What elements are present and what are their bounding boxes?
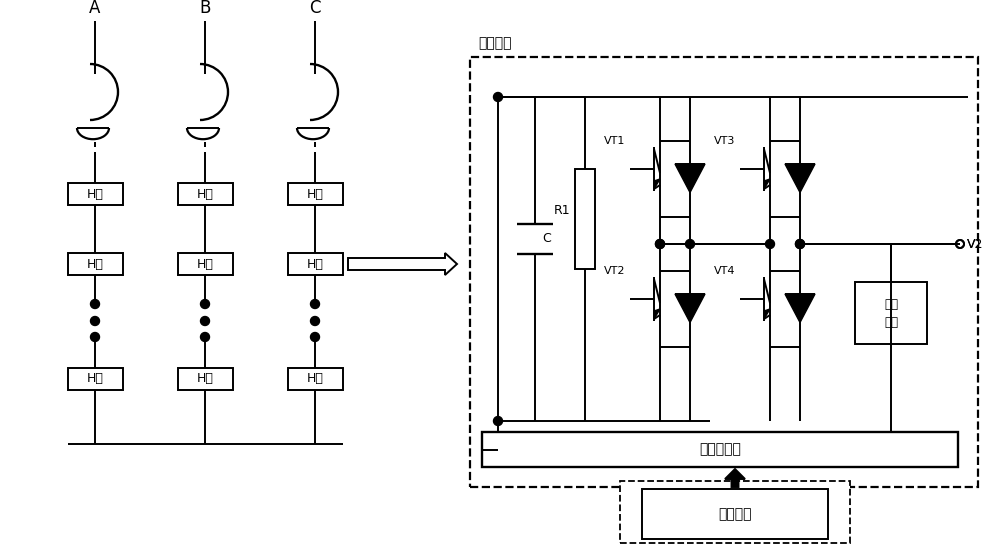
Circle shape [310,300,320,309]
FancyArrow shape [348,253,457,275]
Circle shape [200,317,209,326]
Bar [482,432,958,467]
Polygon shape [785,164,815,193]
Polygon shape [675,164,705,193]
Polygon shape [675,294,705,322]
Bar [178,183,233,205]
Polygon shape [764,309,770,319]
FancyArrow shape [725,469,745,487]
Circle shape [686,239,694,249]
Text: H桥: H桥 [197,188,213,200]
Circle shape [766,239,774,249]
Bar [288,253,342,275]
Bar [470,57,978,487]
Text: VT1: VT1 [604,136,625,146]
Circle shape [90,300,100,309]
Bar [68,253,123,275]
Circle shape [656,239,664,249]
Bar [855,282,927,344]
Circle shape [200,333,209,341]
Bar [620,481,850,543]
Text: H桥: H桥 [307,257,323,271]
Text: C: C [309,0,321,17]
Text: VT2: VT2 [604,266,625,276]
Text: H桥: H桥 [307,188,323,200]
Circle shape [90,317,100,326]
Circle shape [494,417,503,425]
Text: H桥: H桥 [87,257,103,271]
Text: H桥: H桥 [87,188,103,200]
Polygon shape [785,294,815,322]
Text: VT3: VT3 [714,136,735,146]
Text: A: A [89,0,101,17]
Circle shape [90,333,100,341]
Text: C: C [542,232,551,245]
Text: B: B [199,0,211,17]
Text: H桥: H桥 [307,373,323,385]
Polygon shape [654,309,660,319]
Circle shape [200,300,209,309]
Circle shape [796,239,804,249]
Circle shape [796,239,804,249]
Bar [642,489,828,539]
Polygon shape [764,179,770,189]
Text: 外部电源: 外部电源 [718,507,752,521]
Bar [68,368,123,390]
Bar [68,183,123,205]
Polygon shape [654,179,660,189]
Text: V1: V1 [967,238,983,250]
Text: H桥: H桥 [87,373,103,385]
Circle shape [310,333,320,341]
Bar [178,368,233,390]
Bar [178,253,233,275]
Text: H桥: H桥 [197,373,213,385]
Circle shape [656,239,664,249]
Circle shape [310,317,320,326]
Bar [288,183,342,205]
Text: 单元控制板: 单元控制板 [699,442,741,457]
Text: 旁路
开关: 旁路 开关 [884,298,898,328]
Bar [288,368,342,390]
Text: H桥: H桥 [197,257,213,271]
Text: VT4: VT4 [714,266,735,276]
Circle shape [494,92,503,102]
Text: V2: V2 [967,238,983,250]
Text: R1: R1 [553,204,570,217]
Bar [575,169,595,269]
Text: 功率单元: 功率单元 [478,36,512,50]
